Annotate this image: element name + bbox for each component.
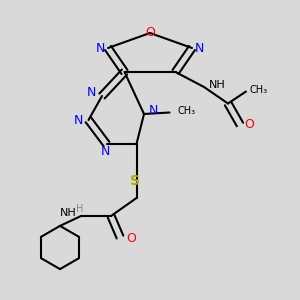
Text: O: O (126, 232, 136, 245)
Text: CH₃: CH₃ (249, 85, 267, 95)
Text: NH: NH (208, 80, 225, 91)
Text: N: N (195, 41, 204, 55)
Text: N: N (73, 113, 83, 127)
Text: H: H (76, 203, 83, 214)
Text: O: O (145, 26, 155, 40)
Text: S: S (130, 174, 140, 188)
Text: N: N (96, 41, 105, 55)
Text: N: N (100, 145, 110, 158)
Text: NH: NH (60, 208, 76, 218)
Text: O: O (244, 118, 254, 131)
Text: CH₃: CH₃ (177, 106, 195, 116)
Text: N: N (148, 104, 158, 118)
Text: N: N (87, 86, 96, 100)
